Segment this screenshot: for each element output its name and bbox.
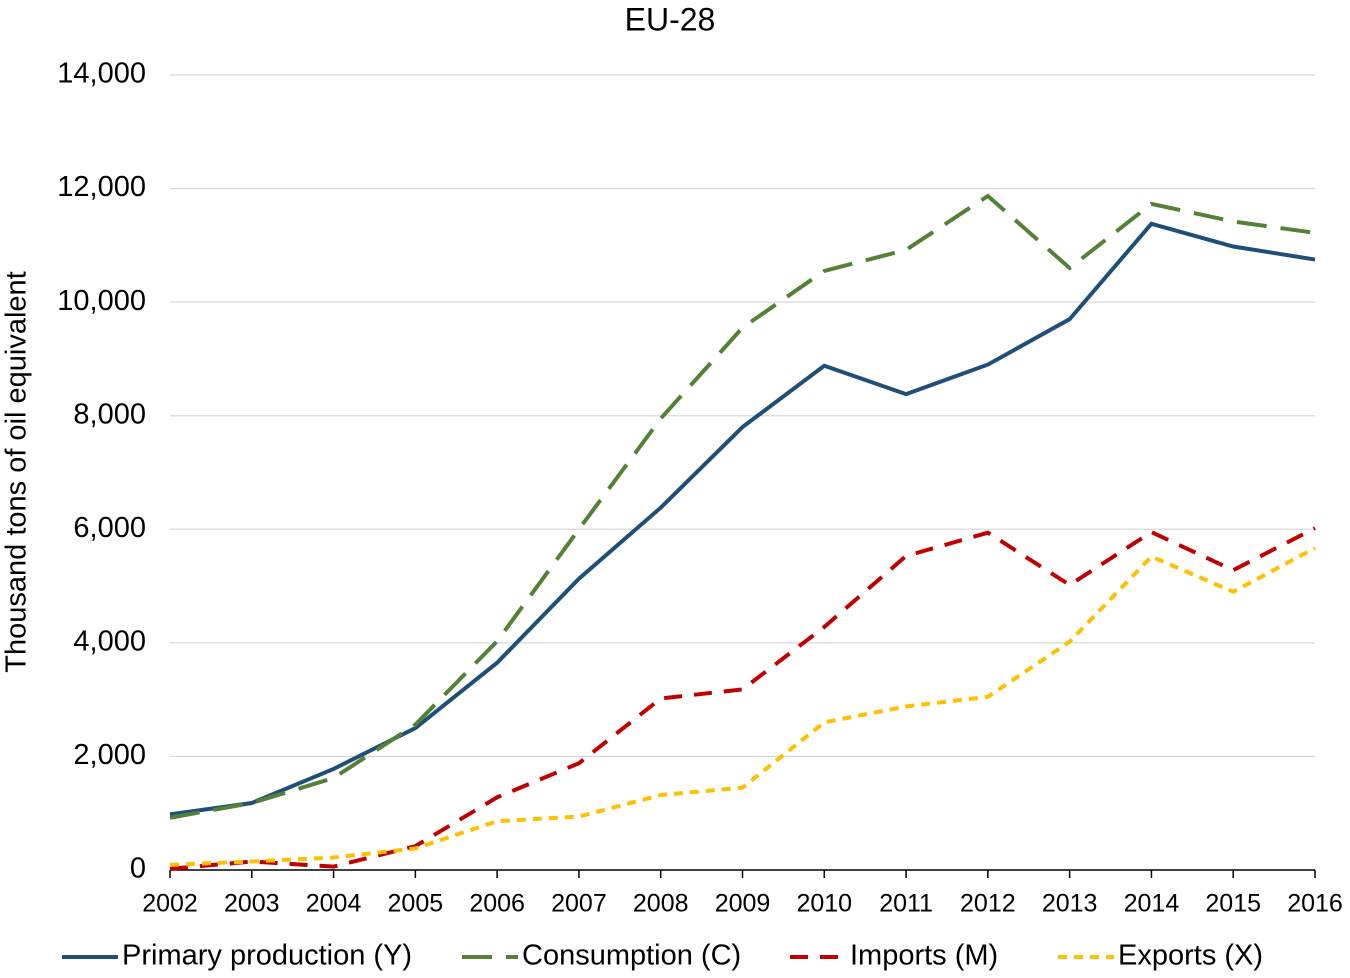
y-tick-label: 10,000: [57, 285, 146, 317]
legend-label: Imports (M): [850, 940, 998, 972]
x-tick-label: 2013: [1042, 890, 1098, 918]
legend-label: Consumption (C): [522, 940, 741, 972]
x-tick-label: 2002: [142, 890, 198, 918]
x-tick-label: 2010: [796, 890, 852, 918]
x-tick-label: 2007: [551, 890, 607, 918]
data-line: [169, 526, 1316, 871]
data-line: [169, 546, 1316, 867]
y-tick-label: 8,000: [73, 398, 146, 430]
x-tick-label: 2003: [224, 890, 280, 918]
y-tick-label: 0: [130, 853, 146, 885]
x-tick-label: 2011: [879, 890, 933, 918]
legend-label: Exports (X): [1118, 940, 1263, 972]
legend-label: Primary production (Y): [122, 940, 412, 972]
x-tick-label: 2005: [388, 890, 444, 918]
x-tick-label: 2014: [1124, 890, 1180, 918]
x-tick-label: 2016: [1287, 890, 1343, 918]
y-axis-label: Thousand tons of oil equivalent: [1, 271, 33, 672]
x-tick-label: 2004: [306, 890, 362, 918]
chart-title: EU-28: [625, 1, 716, 37]
x-tick-label: 2008: [633, 890, 689, 918]
data-line: [169, 193, 1316, 820]
y-tick-label: 4,000: [73, 626, 146, 658]
y-tick-label: 14,000: [57, 58, 146, 90]
x-tick-label: 2015: [1205, 890, 1261, 918]
data-line: [169, 221, 1316, 817]
y-tick-label: 6,000: [73, 512, 146, 544]
y-tick-label: 2,000: [73, 739, 146, 771]
x-tick-label: 2009: [715, 890, 771, 918]
x-tick-label: 2012: [960, 890, 1016, 918]
y-tick-label: 12,000: [57, 171, 146, 203]
x-tick-label: 2006: [469, 890, 525, 918]
